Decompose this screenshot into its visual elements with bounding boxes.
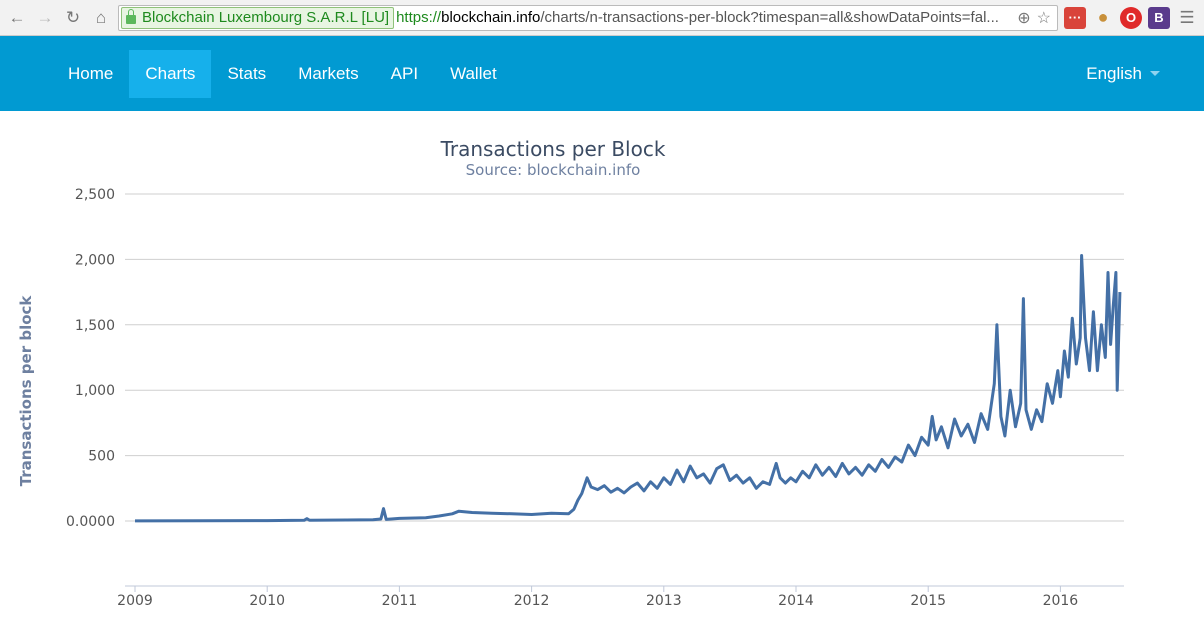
y-axis-label: Transactions per block: [17, 295, 35, 487]
y-tick-label: 2,000: [75, 252, 115, 268]
forward-icon[interactable]: →: [36, 7, 54, 27]
x-tick-label: 2012: [514, 593, 550, 609]
y-tick-label: 2,500: [75, 187, 115, 203]
y-tick-label: 500: [88, 449, 115, 465]
y-tick-label: 1,500: [75, 318, 115, 334]
transactions-chart: Transactions per Block Source: blockchai…: [17, 137, 1124, 609]
url-host: blockchain.info: [441, 9, 541, 26]
nav-stats[interactable]: Stats: [227, 63, 267, 83]
extension-opera-icon[interactable]: O: [1120, 6, 1142, 29]
nav-wallet[interactable]: Wallet: [450, 63, 497, 83]
series-line: [134, 254, 1122, 523]
extension-lastpass-icon[interactable]: ···: [1064, 6, 1086, 29]
home-icon[interactable]: ⌂: [95, 7, 107, 27]
x-tick-label: 2015: [910, 593, 946, 609]
y-tick-label: 0.0000: [66, 514, 115, 530]
language-dropdown[interactable]: English: [1086, 64, 1160, 84]
url-path: /charts/n-transactions-per-block?timespa…: [540, 9, 999, 26]
chart-subtitle: Source: blockchain.info: [466, 161, 641, 179]
y-tick-label: 1,000: [75, 383, 115, 399]
address-bar[interactable]: Blockchain Luxembourg S.A.R.L [LU] https…: [118, 4, 1058, 31]
nav-api[interactable]: API: [390, 63, 419, 83]
x-tick-label: 2014: [778, 593, 814, 609]
x-tick-label: 2011: [382, 593, 418, 609]
lock-icon: [126, 9, 136, 24]
browser-toolbar: ← → ↻ ⌂ Blockchain Luxembourg S.A.R.L [L…: [0, 0, 1204, 36]
x-tick-label: 2010: [249, 593, 285, 609]
x-tick-label: 2009: [117, 593, 153, 609]
extension-bootstrap-icon[interactable]: B: [1148, 6, 1170, 29]
extension-cookie-icon[interactable]: ●: [1097, 7, 1109, 27]
nav-home[interactable]: Home: [68, 63, 114, 83]
url-scheme: https://: [396, 9, 442, 26]
x-tick-label: 2016: [1043, 593, 1079, 609]
menu-icon[interactable]: ☰: [1179, 7, 1195, 27]
nav-charts[interactable]: Charts: [129, 49, 212, 98]
x-tick-label: 2013: [646, 593, 682, 609]
nav-markets[interactable]: Markets: [298, 63, 359, 83]
reload-icon[interactable]: ↻: [65, 7, 81, 27]
ev-label: Blockchain Luxembourg S.A.R.L [LU]: [142, 9, 390, 26]
ev-certificate-badge[interactable]: Blockchain Luxembourg S.A.R.L [LU]: [121, 6, 395, 29]
bookmark-star-icon[interactable]: ☆: [1036, 9, 1051, 27]
site-nav: Home Charts Stats Markets API Wallet Eng…: [0, 36, 1204, 111]
zoom-icon[interactable]: ⊕: [1017, 9, 1031, 27]
back-icon[interactable]: ←: [8, 7, 26, 27]
chart-title: Transactions per Block: [440, 137, 666, 161]
